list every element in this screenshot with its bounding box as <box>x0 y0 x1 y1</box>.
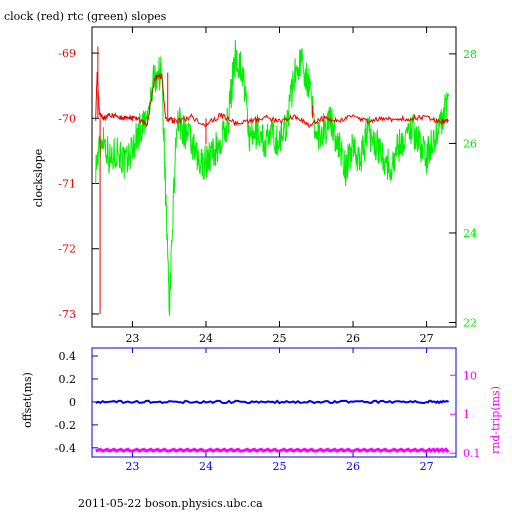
top-right-y-tick-label: 26 <box>463 137 477 150</box>
top-x-tick-label: 24 <box>199 332 213 345</box>
bottom-left-y-tick-label: -0.2 <box>55 419 76 432</box>
top-x-tick-label: 26 <box>346 332 360 345</box>
bottom-x-tick-label: 24 <box>199 460 213 473</box>
top-left-y-tick-label: -69 <box>58 47 76 60</box>
top-chart-panel: clockslope 23 24 25 26 27 -69 -70 -71 -72 -73 28 26… <box>32 26 477 345</box>
top-chart-frame <box>91 26 457 328</box>
bottom-chart-frame <box>91 347 457 458</box>
top-left-y-tick-label: -71 <box>58 178 76 191</box>
top-right-y-tick-label: 22 <box>463 317 477 330</box>
bottom-chart-panel: offset(ms) rnd-trip(ms) 23 24 25 26 27 0.4 0.2… <box>21 347 502 473</box>
top-right-y-tick-label: 24 <box>463 227 477 240</box>
bottom-right-y-axis-label: rnd-trip(ms) <box>489 386 502 454</box>
roundtrip-band <box>95 447 450 454</box>
bottom-right-y-tick-label: 10 <box>463 369 477 382</box>
bottom-x-tick-label: 25 <box>273 460 287 473</box>
offset-band <box>95 399 450 405</box>
rtc-slope-line <box>95 39 450 316</box>
top-right-y-tick-label: 28 <box>463 48 477 61</box>
bottom-x-tick-label: 23 <box>125 460 139 473</box>
top-x-tick-label: 27 <box>420 332 434 345</box>
bottom-right-y-tick-label: 1 <box>463 408 470 421</box>
top-left-y-tick-label: -70 <box>58 112 76 125</box>
bottom-right-y-tick-label: 0.1 <box>463 447 481 460</box>
top-x-tick-label: 25 <box>273 332 287 345</box>
bottom-left-y-tick-label: -0.4 <box>55 442 76 455</box>
bottom-left-y-tick-label: 0 <box>69 396 76 409</box>
top-chart-title: clock (red) rtc (green) slopes <box>4 10 167 23</box>
bottom-left-y-tick-label: 0.2 <box>59 373 77 386</box>
top-left-y-tick-label: -73 <box>58 308 76 321</box>
clock-slope-line <box>95 72 449 129</box>
bottom-left-y-axis-label: offset(ms) <box>21 372 34 428</box>
chart-footer: 2011-05-22 boson.physics.ubc.ca <box>78 497 263 510</box>
bottom-x-tick-label: 26 <box>346 460 360 473</box>
bottom-x-tick-label: 27 <box>420 460 434 473</box>
top-x-tick-label: 23 <box>125 332 139 345</box>
top-left-y-tick-label: -72 <box>58 243 76 256</box>
bottom-left-y-tick-label: 0.4 <box>59 350 77 363</box>
top-y-axis-label: clockslope <box>32 149 45 207</box>
